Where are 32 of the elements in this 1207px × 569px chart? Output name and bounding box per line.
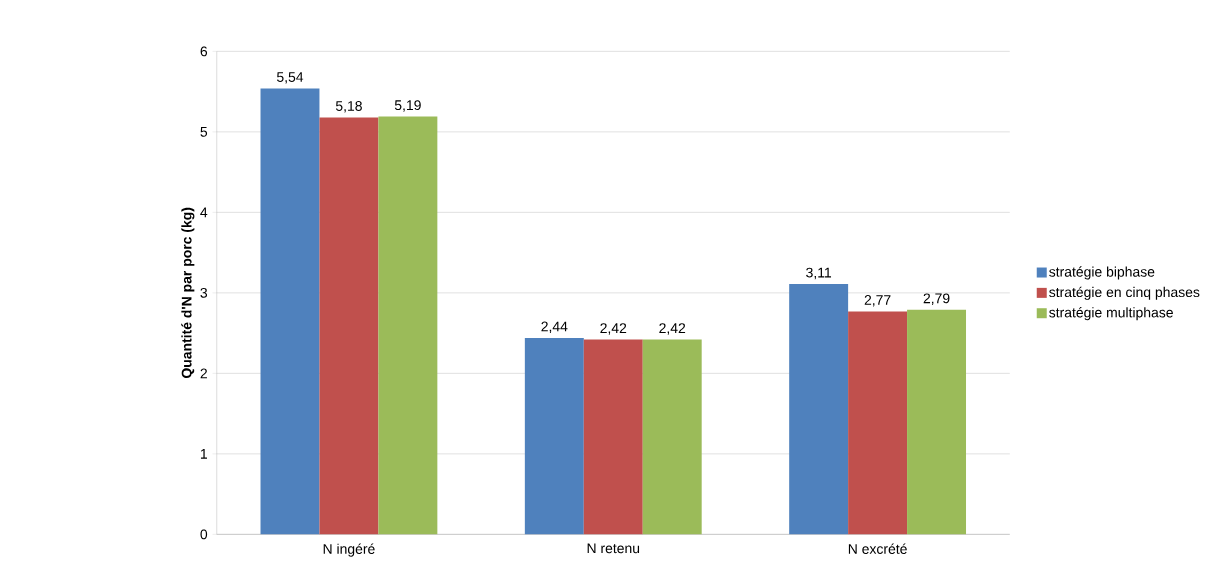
bar [789, 284, 849, 535]
y-tick-label: 0 [200, 529, 208, 540]
bar [319, 117, 379, 535]
data-label: 2,42 [659, 323, 686, 335]
y-axis-title: Quantité d'N par porc (kg) [181, 207, 195, 379]
y-tick-label: 6 [200, 46, 208, 57]
x-tick-label: N retenu [587, 543, 640, 554]
bar [260, 88, 320, 535]
data-label: 2,42 [600, 323, 627, 335]
data-label: 2,44 [541, 321, 568, 334]
bar [524, 337, 584, 535]
legend-label: stratégie en cinq phases [1049, 286, 1200, 300]
x-tick-label: N excrété [848, 543, 907, 554]
data-label: 2,79 [923, 293, 950, 305]
data-label: 5,54 [276, 72, 304, 84]
y-tick-label: 5 [200, 127, 208, 137]
bar [642, 339, 702, 535]
y-tick-label: 2 [200, 368, 207, 379]
data-label: 2,77 [864, 295, 891, 307]
bar [583, 339, 643, 535]
y-tick-label: 1 [200, 449, 207, 459]
y-tick-label: 4 [200, 207, 208, 218]
data-label: 5,19 [394, 100, 421, 112]
legend-label: stratégie multiphase [1049, 307, 1173, 321]
y-tick-label: 3 [200, 287, 208, 298]
bar [848, 311, 908, 535]
data-label: 3,11 [806, 267, 832, 280]
data-label: 5,18 [335, 101, 362, 113]
legend-label: stratégie biphase [1049, 266, 1155, 280]
bar [907, 309, 967, 535]
x-tick-label: N ingéré [323, 543, 375, 557]
bar [378, 116, 438, 535]
